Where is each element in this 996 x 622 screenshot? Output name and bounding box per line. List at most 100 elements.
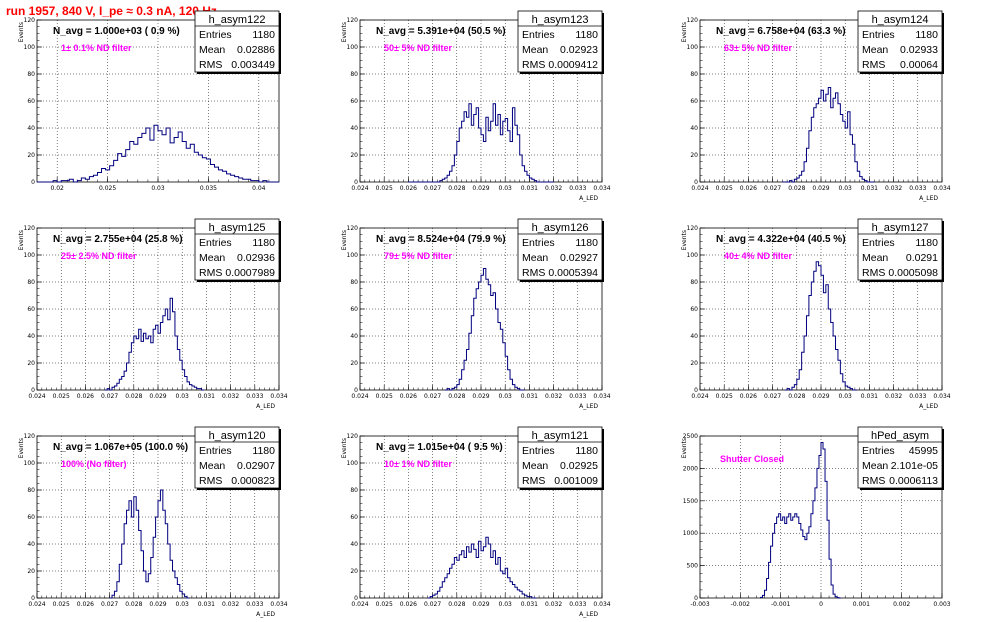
histogram-line (784, 261, 858, 391)
x-tick-label: 0.024 (691, 185, 708, 192)
y-tick-label: 40 (27, 541, 35, 548)
x-tick-label: 0.027 (424, 601, 441, 608)
y-tick-label: 20 (690, 152, 698, 159)
x-tick-label: 0.028 (788, 185, 805, 192)
x-tick-label: 0.031 (521, 601, 538, 608)
x-tick-label: 0.025 (716, 393, 733, 400)
n-avg-label: N_avg = 1.015e+04 ( 9.5 %) (376, 442, 503, 453)
filter-annotation: 79± 5% ND filter (384, 251, 452, 261)
y-axis-label: Events (681, 22, 688, 42)
x-tick-label: 0.025 (716, 185, 733, 192)
y-tick-label: 2500 (683, 433, 698, 440)
y-tick-label: 120 (347, 17, 359, 24)
y-tick-label: 40 (27, 125, 35, 132)
x-tick-label: 0.034 (593, 185, 610, 192)
stats-title: h_asym125 (209, 222, 266, 234)
x-tick-label: 0 (819, 601, 823, 608)
stats-mean-label: Mean (862, 44, 888, 56)
stats-mean-label: Mean (199, 44, 225, 56)
y-tick-label: 40 (690, 333, 698, 340)
x-tick-label: 0.028 (448, 185, 465, 192)
x-tick-label: 0.03 (499, 185, 513, 192)
x-tick-label: 0.03 (499, 393, 513, 400)
stats-rms-value: 0.003449 (231, 59, 275, 71)
y-tick-label: 80 (350, 487, 358, 494)
y-tick-label: 0 (694, 595, 698, 602)
y-tick-label: 120 (24, 225, 36, 232)
x-tick-label: 0.033 (246, 601, 263, 608)
y-tick-label: 1500 (683, 498, 698, 505)
x-tick-label: 0.029 (472, 185, 489, 192)
x-tick-label: 0.03 (839, 393, 853, 400)
x-tick-label: 0.001 (853, 601, 870, 608)
y-tick-label: 120 (687, 17, 699, 24)
x-axis-label: A_LED (579, 195, 598, 202)
stats-mean-value: 0.02927 (560, 252, 598, 264)
y-tick-label: 0 (694, 179, 698, 186)
stats-rms-label: RMS (522, 475, 545, 487)
y-tick-label: 60 (690, 306, 698, 313)
stats-mean-label: Mean (522, 44, 548, 56)
y-tick-label: 100 (24, 460, 36, 467)
x-tick-label: -0.001 (771, 601, 791, 608)
y-tick-label: 0 (354, 179, 358, 186)
stats-rms-label: RMS (199, 267, 222, 279)
x-tick-label: 0.024 (351, 601, 368, 608)
y-axis-label: Events (18, 22, 25, 42)
y-tick-label: 1000 (683, 530, 698, 537)
stats-rms-value: 0.000823 (231, 475, 275, 487)
x-tick-label: 0.04 (252, 185, 266, 192)
x-tick-label: 0.034 (593, 393, 610, 400)
histogram-line (104, 297, 204, 391)
stats-title: h_asym120 (209, 430, 266, 442)
y-tick-label: 0 (354, 387, 358, 394)
stats-box (517, 218, 603, 281)
y-tick-label: 120 (24, 433, 36, 440)
stats-mean-label: Mean (522, 460, 548, 472)
stats-mean-value: 0.02936 (237, 252, 275, 264)
stats-entries-value: 1180 (252, 29, 275, 41)
x-tick-label: 0.033 (569, 393, 586, 400)
x-tick-label: 0.002 (893, 601, 910, 608)
stats-entries-value: 1180 (575, 445, 598, 457)
stats-mean-label: Mean (199, 460, 225, 472)
stats-box (857, 10, 943, 73)
y-tick-label: 40 (350, 125, 358, 132)
histogram-line (760, 441, 842, 599)
y-tick-label: 60 (350, 514, 358, 521)
stats-entries-value: 1180 (575, 237, 598, 249)
x-tick-label: 0.024 (691, 393, 708, 400)
y-tick-label: 20 (350, 152, 358, 159)
y-tick-label: 0 (31, 179, 35, 186)
filter-annotation: 40± 4% ND filter (724, 251, 792, 261)
stats-mean-value: 2.101e-05 (891, 460, 938, 472)
stats-entries-label: Entries (862, 29, 895, 41)
stats-entries-value: 1180 (915, 29, 938, 41)
x-tick-label: 0.025 (99, 185, 116, 192)
histogram-panel-h_asym121: 0 20 40 60 80 100 120 0.024 0.025 0.026 0.027 0.028… (341, 426, 611, 618)
x-tick-label: 0.033 (569, 185, 586, 192)
y-tick-label: 100 (24, 252, 36, 259)
x-tick-label: 0.031 (521, 185, 538, 192)
stats-box (517, 10, 603, 73)
stats-rms-value: 0.0006113 (889, 475, 938, 487)
x-tick-label: 0.026 (400, 393, 417, 400)
x-tick-label: 0.025 (376, 393, 393, 400)
n-avg-label: N_avg = 1.067e+05 (100.0 %) (53, 442, 188, 453)
x-tick-label: 0.027 (424, 185, 441, 192)
y-tick-label: 100 (687, 44, 699, 51)
stats-mean-label: Mean (522, 252, 548, 264)
n-avg-label: N_avg = 6.758e+04 (63.3 %) (716, 26, 846, 37)
x-tick-label: 0.029 (149, 393, 166, 400)
y-tick-label: 20 (27, 568, 35, 575)
stats-mean-value: 0.02933 (900, 44, 938, 56)
y-tick-label: 80 (27, 71, 35, 78)
histogram-line (109, 489, 190, 599)
histogram-line (782, 87, 875, 183)
x-tick-label: 0.031 (861, 185, 878, 192)
y-tick-label: 120 (347, 433, 359, 440)
x-tick-label: -0.003 (690, 601, 710, 608)
y-tick-label: 80 (27, 487, 35, 494)
x-tick-label: 0.029 (149, 601, 166, 608)
histogram-panel-h_asym126: 0 20 40 60 80 100 120 0.024 0.025 0.026 0.027 0.028… (341, 218, 611, 410)
